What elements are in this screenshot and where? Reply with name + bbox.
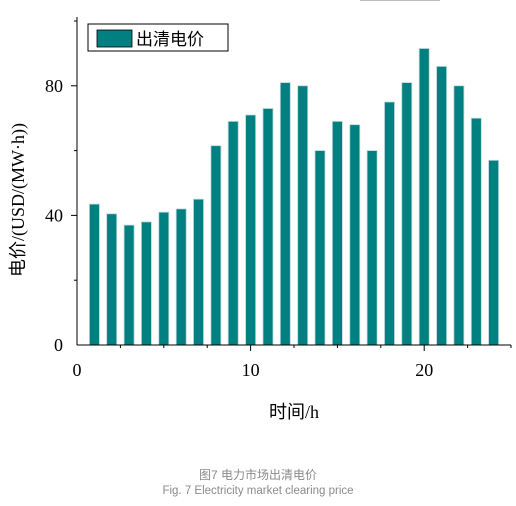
y-tick-label: 0 [54,335,63,355]
bar [262,108,274,346]
legend-swatch [96,29,133,48]
y-tick-label: 40 [45,205,63,225]
bar [158,211,170,346]
y-axis-label: 电价/(USD/(MW·h)) [8,123,29,277]
bar [401,82,413,346]
bar [453,85,465,346]
bar [297,85,309,346]
bar [123,224,135,346]
legend: 出清电价 [87,23,229,52]
tick-labels-group: 0 10 20 0 40 80 [45,76,433,380]
bar [245,114,257,346]
bar [227,121,239,346]
bar [210,145,222,346]
bar [140,221,152,346]
bar [418,48,430,346]
bar [470,117,482,346]
bar [488,159,500,346]
y-tick-label: 80 [45,76,63,96]
x-tick-label: 0 [73,360,82,380]
bar [279,82,291,346]
bars-group [89,48,500,346]
bar [384,101,395,346]
x-tick-label: 20 [415,360,433,380]
bar [331,121,343,346]
page-top-rule [360,0,440,1]
figure-caption-zh: 图7 电力市场出清电价 [198,468,317,482]
x-tick-label: 10 [242,360,260,380]
bar [175,208,187,346]
bar [89,203,100,346]
legend-label: 出清电价 [136,30,204,49]
bar [366,150,378,346]
bar [314,150,326,346]
bar [193,198,204,346]
x-axis-label: 时间/h [269,402,319,422]
bar [106,213,118,346]
figure-caption-en: Fig. 7 Electricity market clearing price [162,485,354,497]
bar [349,124,361,346]
bar [436,66,448,346]
axes-group [71,17,512,351]
